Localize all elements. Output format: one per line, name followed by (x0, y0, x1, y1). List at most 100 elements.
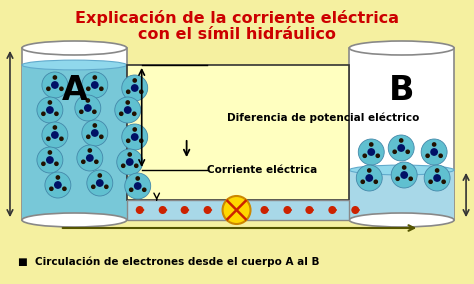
Circle shape (126, 89, 130, 94)
Circle shape (139, 89, 144, 94)
Circle shape (91, 129, 99, 137)
Circle shape (401, 171, 408, 179)
Text: Explicación de la corriente eléctrica: Explicación de la corriente eléctrica (74, 10, 399, 26)
Circle shape (46, 86, 51, 91)
Circle shape (91, 184, 96, 189)
Circle shape (142, 187, 146, 192)
Circle shape (223, 196, 250, 224)
Text: ■  Circulación de electrones desde el cuerpo A al B: ■ Circulación de electrones desde el cue… (18, 257, 319, 267)
Circle shape (53, 75, 57, 80)
Bar (22, 65, 127, 220)
Circle shape (104, 184, 109, 189)
Circle shape (441, 179, 446, 184)
Circle shape (37, 147, 63, 173)
Circle shape (136, 206, 144, 214)
Circle shape (124, 106, 132, 114)
Circle shape (84, 104, 91, 112)
Circle shape (46, 156, 54, 164)
Circle shape (305, 206, 313, 214)
Ellipse shape (349, 41, 454, 55)
Circle shape (358, 139, 384, 165)
Circle shape (432, 142, 437, 147)
Circle shape (131, 133, 138, 141)
Circle shape (88, 148, 92, 153)
Circle shape (42, 122, 68, 148)
Circle shape (391, 162, 417, 188)
Circle shape (81, 159, 86, 164)
Circle shape (433, 174, 441, 182)
Circle shape (409, 176, 413, 181)
Circle shape (62, 186, 67, 191)
Circle shape (405, 149, 410, 154)
Circle shape (92, 109, 97, 114)
Circle shape (365, 174, 373, 182)
Text: con el símil hidráulico: con el símil hidráulico (137, 26, 336, 41)
Circle shape (92, 123, 97, 128)
Circle shape (82, 72, 108, 98)
Ellipse shape (22, 213, 127, 227)
Circle shape (328, 206, 337, 214)
Circle shape (85, 98, 90, 103)
Circle shape (49, 186, 54, 191)
Circle shape (435, 168, 439, 173)
Circle shape (399, 138, 403, 143)
Circle shape (367, 148, 375, 156)
Circle shape (126, 158, 134, 166)
Bar (127, 65, 349, 200)
Circle shape (159, 206, 167, 214)
Circle shape (115, 97, 141, 123)
Circle shape (99, 86, 104, 91)
Circle shape (77, 145, 103, 171)
Circle shape (132, 111, 137, 116)
Circle shape (99, 134, 104, 139)
Circle shape (351, 206, 359, 214)
Circle shape (363, 153, 367, 158)
Circle shape (369, 142, 374, 147)
Circle shape (428, 179, 433, 184)
Circle shape (86, 134, 91, 139)
Circle shape (59, 86, 64, 91)
Circle shape (54, 161, 59, 166)
Circle shape (402, 165, 407, 170)
Circle shape (47, 100, 52, 105)
Circle shape (181, 206, 189, 214)
Circle shape (55, 175, 60, 180)
Text: A: A (62, 74, 87, 106)
Circle shape (128, 152, 132, 157)
Ellipse shape (22, 60, 127, 70)
Circle shape (122, 75, 148, 101)
Circle shape (125, 173, 151, 199)
Circle shape (397, 144, 405, 152)
Circle shape (129, 187, 134, 192)
Circle shape (87, 170, 113, 196)
Circle shape (425, 153, 430, 158)
Circle shape (126, 100, 130, 105)
Circle shape (96, 179, 104, 187)
Circle shape (375, 153, 380, 158)
Circle shape (46, 136, 51, 141)
Circle shape (367, 168, 372, 173)
Bar (349, 48, 454, 220)
Ellipse shape (349, 213, 454, 227)
Circle shape (53, 125, 57, 130)
Circle shape (42, 72, 68, 98)
Circle shape (134, 163, 138, 168)
Circle shape (54, 181, 62, 189)
Circle shape (92, 75, 97, 80)
Text: B: B (389, 74, 414, 106)
Circle shape (98, 173, 102, 178)
Circle shape (132, 127, 137, 132)
Circle shape (126, 138, 130, 143)
Circle shape (438, 153, 443, 158)
Circle shape (46, 106, 54, 114)
Circle shape (79, 109, 83, 114)
Bar (22, 48, 127, 220)
Circle shape (117, 149, 143, 175)
Circle shape (261, 206, 268, 214)
Circle shape (51, 131, 59, 139)
Circle shape (132, 78, 137, 83)
Circle shape (47, 150, 52, 155)
Circle shape (421, 139, 447, 165)
Circle shape (139, 138, 144, 143)
Circle shape (131, 84, 138, 92)
